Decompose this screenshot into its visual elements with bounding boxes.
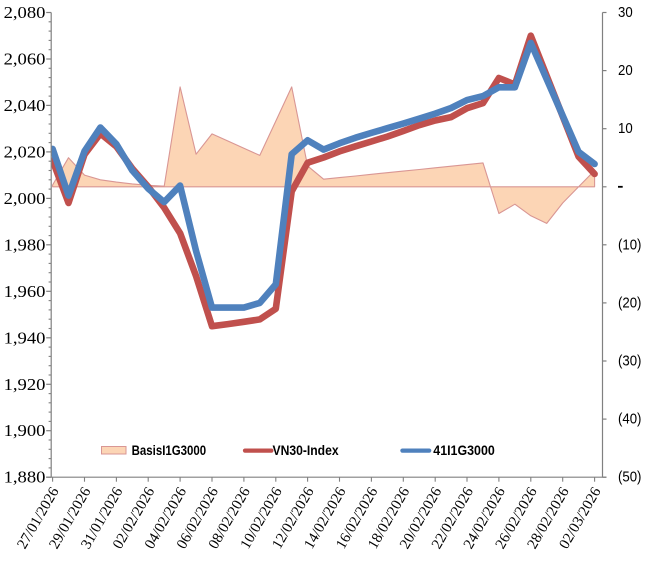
svg-text:2,020: 2,020 [4, 142, 46, 161]
svg-text:1,900: 1,900 [4, 421, 46, 440]
svg-text:30: 30 [618, 3, 633, 20]
svg-text:(30): (30) [618, 352, 641, 369]
svg-text:BasisI1G3000: BasisI1G3000 [132, 443, 207, 458]
svg-text:(50): (50) [618, 468, 641, 485]
svg-text:1,880: 1,880 [4, 468, 46, 487]
svg-text:(10): (10) [618, 235, 641, 252]
svg-text:41I1G3000: 41I1G3000 [433, 443, 494, 459]
svg-text:1,960: 1,960 [4, 282, 46, 301]
svg-text:10: 10 [618, 119, 633, 136]
svg-text:1,940: 1,940 [4, 328, 46, 347]
svg-text:2,060: 2,060 [4, 50, 46, 69]
svg-text:2,080: 2,080 [4, 3, 46, 22]
svg-text:(40): (40) [618, 410, 641, 427]
svg-text:2,000: 2,000 [4, 189, 46, 208]
svg-text:20: 20 [618, 61, 633, 78]
svg-text:1,980: 1,980 [4, 235, 46, 254]
svg-text:1,920: 1,920 [4, 375, 46, 394]
svg-text:VN30-Index: VN30-Index [273, 442, 340, 458]
svg-text:2,040: 2,040 [4, 96, 46, 115]
svg-text:(20): (20) [618, 294, 641, 311]
